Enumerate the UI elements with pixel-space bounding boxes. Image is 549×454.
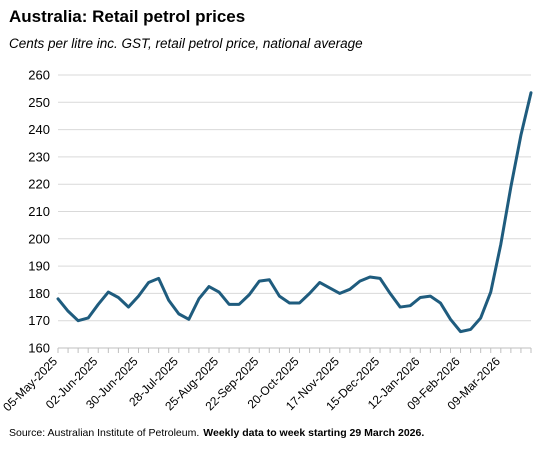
data-point (258, 280, 261, 283)
data-point (409, 304, 412, 307)
data-point (399, 306, 402, 309)
chart-title: Australia: Retail petrol prices (9, 7, 246, 26)
data-point (147, 281, 150, 284)
data-point (530, 91, 533, 94)
data-point (439, 301, 442, 304)
y-tick-label: 240 (28, 122, 50, 137)
y-tick-label: 260 (28, 68, 50, 83)
axes (57, 347, 532, 353)
data-point (228, 303, 231, 306)
data-point (368, 276, 371, 279)
data-point (167, 299, 170, 302)
data-point (248, 293, 251, 296)
data-point (218, 291, 221, 294)
data-point (419, 296, 422, 299)
data-point (509, 185, 512, 188)
data-point (489, 291, 492, 294)
data-point (308, 292, 311, 295)
data-point (157, 277, 160, 280)
data-point (278, 295, 281, 298)
data-point (268, 278, 271, 281)
y-tick-labels: 160 170 180 190 200 210 220 230 240 250 260 (28, 68, 50, 356)
data-point (519, 134, 522, 137)
data-point (137, 295, 140, 298)
series-layer (56, 91, 533, 334)
data-point (318, 281, 321, 284)
data-point (429, 295, 432, 298)
data-point (358, 280, 361, 283)
data-point (298, 301, 301, 304)
data-point (469, 328, 472, 331)
y-tick-label: 250 (28, 95, 50, 110)
y-tick-label: 200 (28, 231, 50, 246)
y-tick-label: 190 (28, 259, 50, 274)
data-point (379, 277, 382, 280)
data-point (459, 330, 462, 333)
chart-source: Source: Australian Institute of Petroleu… (9, 427, 424, 439)
data-point (107, 291, 110, 294)
y-tick-label: 180 (28, 286, 50, 301)
series-line (56, 91, 533, 334)
data-point (348, 288, 351, 291)
data-point (197, 297, 200, 300)
data-point (97, 303, 100, 306)
data-point (57, 297, 60, 300)
data-point (177, 312, 180, 315)
data-point (499, 243, 502, 246)
data-point (288, 301, 291, 304)
data-point (207, 285, 210, 288)
y-tick-label: 220 (28, 177, 50, 192)
data-point (328, 286, 331, 289)
x-tick-labels: 05-May-202502-Jun-202530-Jun-202528-Jul-… (0, 354, 503, 414)
data-point (449, 318, 452, 321)
data-point (127, 306, 130, 309)
data-point (479, 316, 482, 319)
data-point (187, 318, 190, 321)
y-tick-label: 210 (28, 204, 50, 219)
y-tick-label: 160 (28, 341, 50, 356)
data-point (338, 292, 341, 295)
data-point (117, 296, 120, 299)
y-tick-label: 170 (28, 313, 50, 328)
data-point (77, 319, 80, 322)
data-point (389, 292, 392, 295)
data-point (238, 303, 241, 306)
y-tick-label: 230 (28, 149, 50, 164)
source-note: Weekly data to week starting 29 March 20… (203, 427, 425, 439)
source-text: Source: Australian Institute of Petroleu… (9, 427, 200, 439)
chart-subtitle: Cents per litre inc. GST, retail petrol … (9, 36, 363, 51)
data-point (87, 316, 90, 319)
data-point (67, 310, 70, 313)
